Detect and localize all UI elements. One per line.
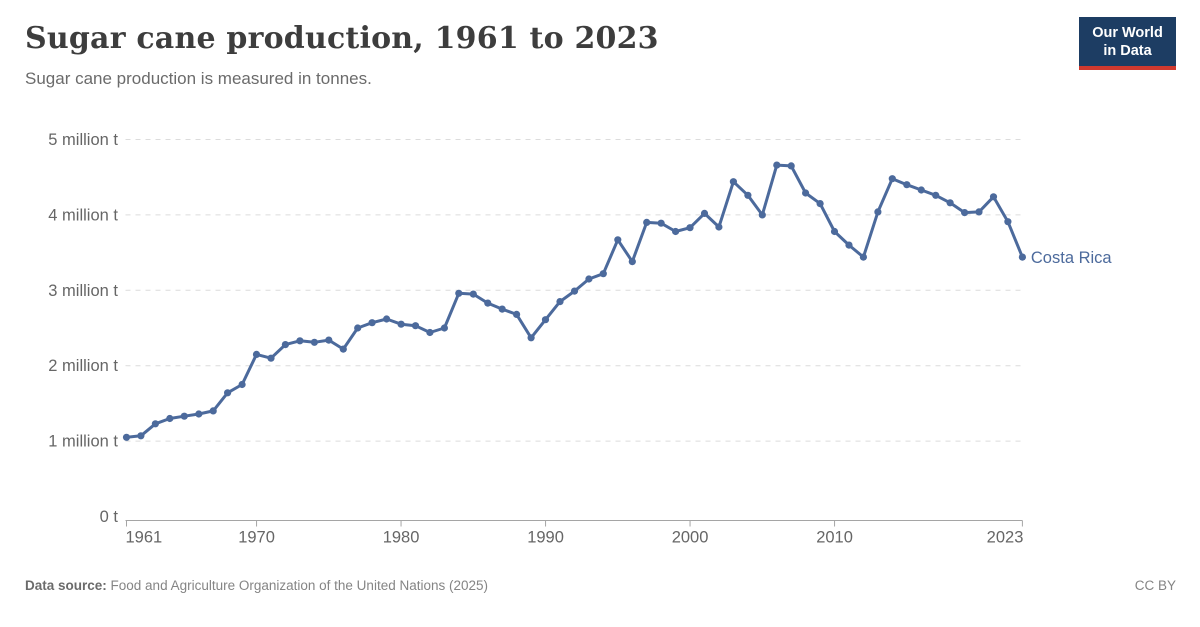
data-point-1998[interactable] xyxy=(657,219,665,227)
x-axis-tick-label-2023: 2023 xyxy=(987,529,1024,547)
x-axis-tick-label-1970: 1970 xyxy=(238,529,275,547)
owid-logo[interactable]: Our World in Data xyxy=(1079,17,1176,71)
data-point-1971[interactable] xyxy=(267,354,275,362)
page-title: Sugar cane production, 1961 to 2023 xyxy=(25,21,659,56)
data-point-1963[interactable] xyxy=(151,420,159,428)
data-point-1965[interactable] xyxy=(180,412,188,420)
data-point-2010[interactable] xyxy=(830,227,839,236)
data-point-1991[interactable] xyxy=(556,298,564,306)
data-point-2021[interactable] xyxy=(989,193,998,201)
data-point-1968[interactable] xyxy=(224,389,232,397)
data-point-2014[interactable] xyxy=(888,175,896,183)
data-point-2022[interactable] xyxy=(1004,218,1012,226)
y-axis-tick-label-4: 4 million t xyxy=(48,206,118,224)
x-axis-tick-label-1961: 1961 xyxy=(126,529,163,547)
data-point-1980[interactable] xyxy=(397,320,405,328)
data-point-1975[interactable] xyxy=(325,336,333,344)
data-point-1982[interactable] xyxy=(426,328,434,337)
y-axis-tick-label-3: 3 million t xyxy=(48,282,118,300)
data-point-1961[interactable] xyxy=(122,433,131,441)
data-point-1997[interactable] xyxy=(643,218,651,226)
chart-subtitle: Sugar cane production is measured in ton… xyxy=(25,69,372,88)
chart-footer: Data source: Food and Agriculture Organi… xyxy=(25,578,1176,593)
data-point-1974[interactable] xyxy=(310,338,318,346)
data-point-2013[interactable] xyxy=(874,208,882,216)
data-point-1993[interactable] xyxy=(585,275,593,283)
data-point-2005[interactable] xyxy=(758,211,766,219)
data-point-2008[interactable] xyxy=(802,189,810,197)
data-point-2000[interactable] xyxy=(686,224,694,232)
data-point-1994[interactable] xyxy=(599,270,607,278)
data-point-1964[interactable] xyxy=(166,414,174,423)
data-point-1987[interactable] xyxy=(498,305,506,313)
x-axis-tick-label-2010: 2010 xyxy=(816,529,853,547)
x-axis-tick-label-2000: 2000 xyxy=(672,529,709,547)
owid-logo-line2: in Data xyxy=(1103,43,1152,60)
y-axis-tick-label-1: 1 million t xyxy=(48,433,118,451)
line-chart-svg: 0 t 1 million t 2 million t 3 million t 4 mi… xyxy=(48,131,1113,547)
data-point-1972[interactable] xyxy=(281,341,289,349)
data-point-1990[interactable] xyxy=(541,316,550,324)
chart-header: Sugar cane production, 1961 to 2023 Suga… xyxy=(25,22,1175,89)
data-point-1986[interactable] xyxy=(484,299,492,307)
y-axis-tick-label-5: 5 million t xyxy=(48,131,118,149)
data-point-1970[interactable] xyxy=(252,350,261,358)
data-source-note: Data source: Food and Agriculture Organi… xyxy=(25,578,488,593)
data-point-2006[interactable] xyxy=(773,161,781,169)
data-point-1983[interactable] xyxy=(440,324,448,332)
data-point-2012[interactable] xyxy=(859,253,868,261)
data-point-2017[interactable] xyxy=(932,191,940,199)
series-label-costa-rica: Costa Rica xyxy=(1031,249,1113,267)
x-axis-tick-label-1980: 1980 xyxy=(383,529,420,547)
data-point-2002[interactable] xyxy=(715,223,723,231)
data-point-1977[interactable] xyxy=(354,324,362,332)
data-point-2015[interactable] xyxy=(903,181,911,189)
data-point-1985[interactable] xyxy=(469,290,477,298)
data-point-2023[interactable] xyxy=(1018,253,1026,261)
data-point-1992[interactable] xyxy=(570,287,579,295)
data-point-2003[interactable] xyxy=(729,178,738,186)
data-point-2001[interactable] xyxy=(700,209,709,217)
data-point-2019[interactable] xyxy=(961,209,969,217)
data-point-1978[interactable] xyxy=(368,319,376,327)
data-point-1999[interactable] xyxy=(672,227,680,236)
data-point-2020[interactable] xyxy=(975,208,983,216)
data-point-2009[interactable] xyxy=(816,200,824,208)
license-link[interactable]: CC BY xyxy=(1134,578,1176,593)
data-point-2018[interactable] xyxy=(946,199,954,207)
data-point-2007[interactable] xyxy=(787,162,795,170)
data-point-1979[interactable] xyxy=(383,315,391,323)
data-point-1984[interactable] xyxy=(455,289,463,297)
data-point-1988[interactable] xyxy=(513,310,521,318)
data-point-1976[interactable] xyxy=(339,345,347,353)
data-source-text: Food and Agriculture Organization of the… xyxy=(106,578,489,593)
data-point-2016[interactable] xyxy=(917,186,925,194)
data-point-1969[interactable] xyxy=(238,380,246,389)
data-point-1962[interactable] xyxy=(137,432,145,440)
data-point-1995[interactable] xyxy=(614,236,622,244)
data-point-1967[interactable] xyxy=(209,407,217,415)
data-point-2004[interactable] xyxy=(744,191,752,199)
data-point-2011[interactable] xyxy=(845,241,853,249)
x-axis-tick-label-1990: 1990 xyxy=(527,529,564,547)
chart-area: 0 t 1 million t 2 million t 3 million t 4 mi… xyxy=(0,110,1200,570)
owid-logo-line1: Our World xyxy=(1092,25,1163,41)
data-point-1981[interactable] xyxy=(411,322,420,330)
y-axis-tick-label-2: 2 million t xyxy=(48,357,118,375)
data-point-1973[interactable] xyxy=(296,337,304,345)
data-point-1996[interactable] xyxy=(628,258,636,266)
data-point-1966[interactable] xyxy=(195,410,203,418)
series-line-costa-rica xyxy=(125,163,1024,439)
data-source-label: Data source: xyxy=(25,578,107,593)
data-point-1989[interactable] xyxy=(527,334,535,342)
y-axis-tick-label-0: 0 t xyxy=(100,508,119,526)
